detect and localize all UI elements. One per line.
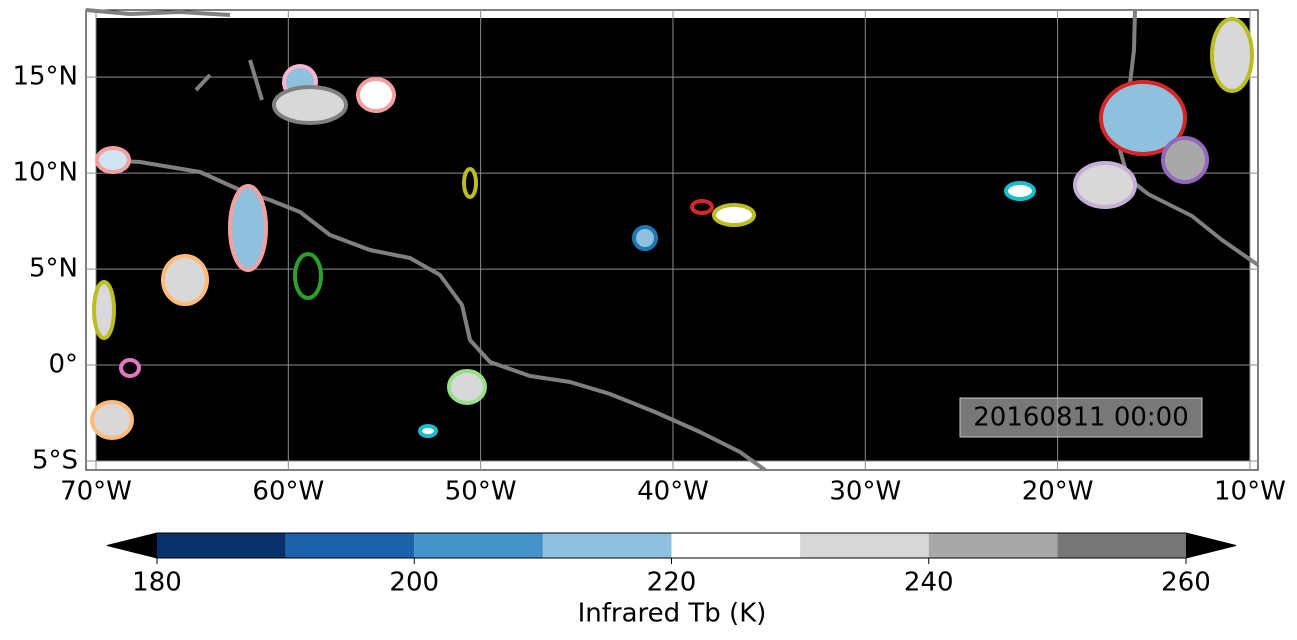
colorbar-segment	[1057, 533, 1186, 558]
colorbar-segment	[671, 533, 801, 558]
colorbar-segment	[414, 533, 543, 558]
colorbar-tick-label: 180	[132, 568, 182, 598]
coastline	[85, 8, 264, 101]
colorbar-under	[107, 533, 157, 558]
cloud-cluster	[161, 254, 209, 306]
colorbar: 180 200 220 240 260	[106, 532, 1237, 598]
colorbar-over	[1186, 533, 1236, 558]
cloud-cluster	[1210, 17, 1254, 93]
cloud-cluster	[92, 280, 116, 340]
lon-tick-label: 20°W	[1022, 477, 1094, 507]
lon-tick-label: 40°W	[637, 477, 709, 507]
colorbar-tick-label: 260	[1161, 568, 1211, 598]
lon-tick-label: 60°W	[252, 477, 324, 507]
cloud-cluster	[356, 77, 396, 113]
colorbar-tick-label: 220	[647, 568, 697, 598]
coastline	[1118, 9, 1260, 267]
cloud-cluster	[1099, 80, 1187, 156]
lat-tick-label: 10°N	[12, 158, 78, 188]
lon-tick-label: 30°W	[829, 477, 901, 507]
colorbar-tick-label: 200	[389, 568, 439, 598]
cloud-cluster	[712, 203, 756, 227]
timestamp-box	[959, 397, 1203, 438]
cloud-cluster	[690, 199, 714, 215]
lat-tick-label: 0°	[48, 350, 78, 380]
cloud-clusters	[90, 17, 1254, 440]
colorbar-label: Infrared Tb (K)	[578, 599, 767, 629]
lon-tick-label: 70°W	[60, 477, 132, 507]
lat-tick-label: 5°N	[29, 254, 78, 284]
cloud-cluster	[1073, 161, 1137, 209]
cloud-cluster	[418, 424, 438, 438]
cloud-cluster	[1004, 181, 1036, 201]
colorbar-segment	[285, 533, 415, 558]
colorbar-segment	[800, 533, 929, 558]
colorbar-segment	[928, 533, 1058, 558]
colorbar-tick-label: 240	[904, 568, 954, 598]
cloud-cluster	[632, 225, 658, 251]
lon-tick-label: 50°W	[445, 477, 517, 507]
lon-tick-label: 10°W	[1214, 477, 1286, 507]
cloud-cluster	[1161, 136, 1209, 184]
lat-tick-label: 5°S	[32, 445, 78, 475]
cloud-cluster	[95, 146, 131, 174]
cloud-cluster	[90, 400, 134, 440]
lat-tick-label: 15°N	[12, 62, 78, 92]
colorbar-segment	[157, 533, 286, 558]
colorbar-segment	[542, 533, 672, 558]
cloud-cluster	[272, 85, 348, 125]
cloud-cluster	[293, 252, 323, 300]
cloud-cluster	[447, 369, 487, 405]
cloud-cluster	[462, 167, 478, 199]
cloud-cluster	[228, 184, 268, 272]
cloud-cluster	[119, 358, 141, 378]
timestamp: 20160811 00:00	[973, 403, 1189, 433]
